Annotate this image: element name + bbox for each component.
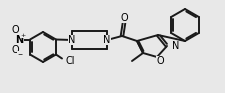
Text: O: O: [120, 13, 127, 23]
Text: N: N: [68, 35, 75, 45]
Text: +: +: [20, 32, 25, 37]
Text: O: O: [155, 56, 163, 66]
Text: N: N: [15, 35, 23, 44]
Text: N: N: [103, 35, 110, 45]
Text: O: O: [11, 44, 19, 54]
Text: Cl: Cl: [66, 56, 75, 65]
Text: −: −: [17, 51, 22, 56]
Text: N: N: [171, 41, 179, 51]
Text: O: O: [11, 24, 19, 35]
